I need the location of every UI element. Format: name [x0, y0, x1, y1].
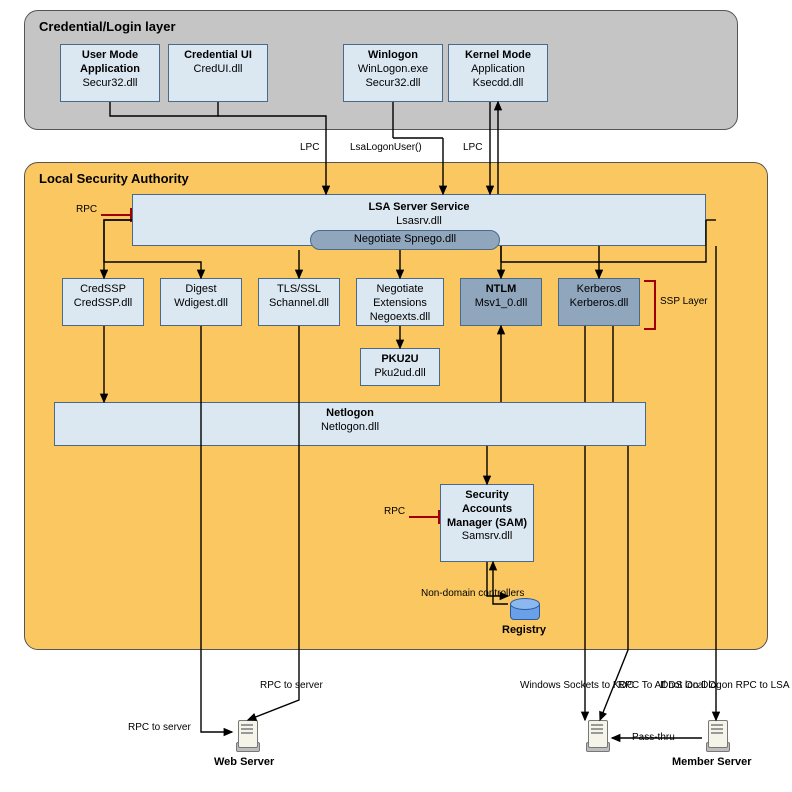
arrows-layer: [0, 0, 792, 792]
diagram-stage: Credential/Login layer Local Security Au…: [0, 0, 792, 792]
